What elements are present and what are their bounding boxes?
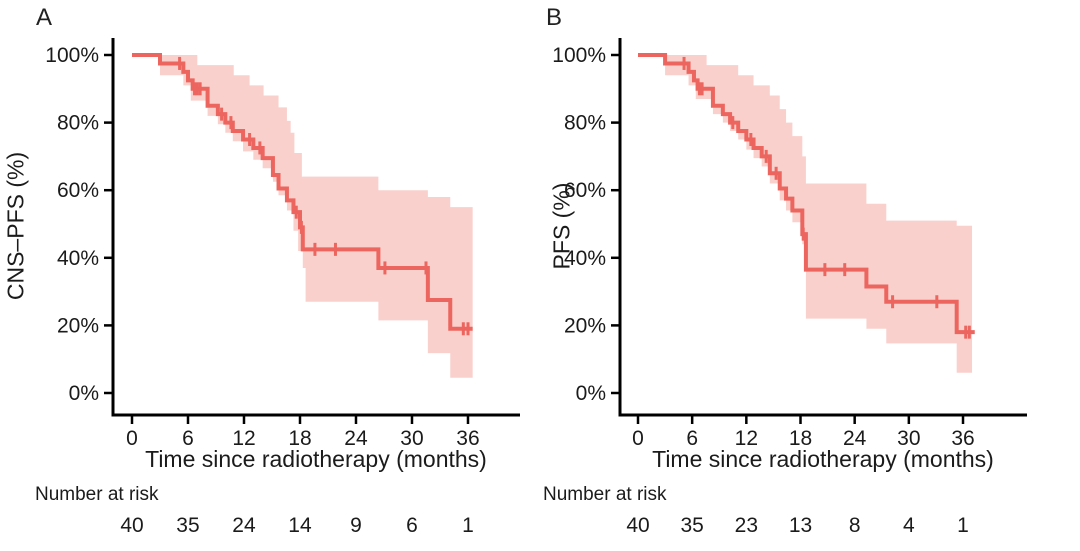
y-tick-label: 0%	[69, 382, 99, 405]
risk-count: 1	[462, 514, 474, 537]
panel-b-risk-row: 40 35 23 13 8 4 1	[0, 514, 1080, 546]
y-tick-label: 0%	[576, 382, 606, 405]
panel-b-x-axis-title: Time since radiotherapy (months)	[652, 446, 994, 472]
y-tick-label: 20%	[57, 314, 99, 337]
x-tick-label: 36	[456, 427, 479, 450]
risk-count: 23	[734, 514, 758, 537]
x-tick-label: 12	[735, 427, 758, 450]
panel-b-number-at-risk-label: Number at risk	[543, 484, 667, 505]
x-tick-label: 30	[897, 427, 920, 450]
risk-count: 9	[350, 514, 362, 537]
risk-count: 1	[957, 514, 969, 537]
y-tick-label: 60%	[57, 179, 99, 202]
y-tick-label: 100%	[45, 44, 99, 67]
risk-count: 24	[232, 514, 256, 537]
panel-b-letter: B	[546, 4, 563, 31]
x-tick-label: 24	[344, 427, 368, 450]
risk-count: 40	[626, 514, 650, 537]
y-tick-label: 40%	[564, 247, 606, 270]
survival-curve	[638, 53, 975, 335]
confidence-band	[665, 55, 973, 373]
x-tick-label: 36	[951, 427, 974, 450]
x-tick-label: 30	[400, 427, 423, 450]
risk-count: 8	[848, 514, 861, 537]
confidence-band	[159, 55, 473, 378]
risk-count: 35	[176, 514, 200, 537]
risk-count: 13	[788, 514, 813, 537]
y-tick-label: 60%	[564, 179, 606, 202]
risk-count: 4	[902, 514, 915, 537]
risk-count: 35	[680, 514, 704, 537]
x-tick-label: 18	[288, 427, 311, 450]
panel-a-number-at-risk-label: Number at risk	[35, 484, 159, 505]
risk-count: 6	[406, 514, 418, 537]
km-plot-panel-b: 0 6 12 18 24 30 36 0% 20% 40% 60% 80% 100%	[552, 38, 1027, 450]
panel-b-y-axis-title: PFS (%)	[548, 182, 575, 270]
risk-count: 40	[120, 514, 144, 537]
y-tick-label: 100%	[552, 44, 606, 67]
y-tick-label: 40%	[57, 247, 99, 270]
x-tick-label: 6	[182, 427, 194, 450]
panel-a-letter: A	[36, 4, 53, 31]
y-tick-label: 20%	[564, 314, 606, 337]
x-tick-label: 18	[789, 427, 812, 450]
y-tick-label: 80%	[57, 112, 99, 135]
y-tick-label: 80%	[564, 112, 606, 135]
panel-a-risk-row: 40 35 24 14 9 6 1	[0, 514, 1080, 546]
panel-a-x-axis-title: Time since radiotherapy (months)	[145, 446, 487, 472]
panel-a-y-axis-title: CNS–PFS (%)	[2, 151, 29, 301]
x-tick-label: 0	[126, 427, 138, 450]
x-tick-label: 24	[843, 427, 867, 450]
km-plot-panel-a: 0 6 12 18 24 30 36 0% 20% 40% 60% 80% 100%	[45, 38, 520, 450]
x-tick-label: 0	[632, 427, 644, 450]
x-tick-label: 6	[686, 427, 698, 450]
risk-count: 14	[288, 514, 312, 537]
x-tick-label: 12	[232, 427, 255, 450]
